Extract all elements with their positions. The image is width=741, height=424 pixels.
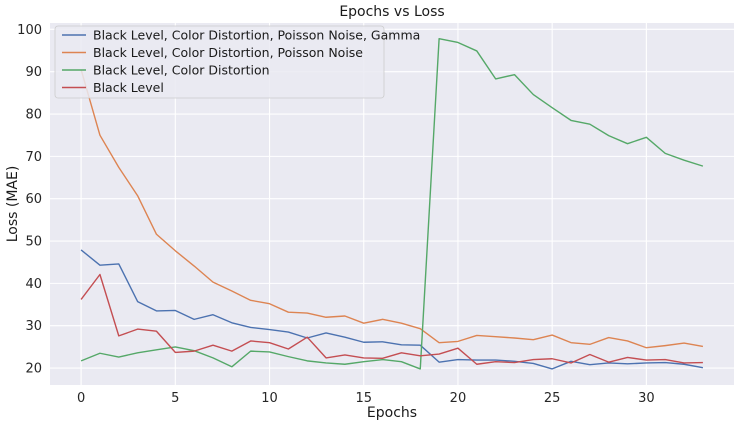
- y-axis-label: Loss (MAE): [5, 166, 21, 243]
- x-axis-label: Epochs: [367, 405, 417, 421]
- x-tick-label: 5: [171, 391, 179, 406]
- x-tick-label: 15: [355, 391, 372, 406]
- chart-title: Epochs vs Loss: [339, 4, 444, 20]
- y-tick-label: 100: [17, 23, 42, 38]
- x-tick-labels: 0 5 10 15 20 25 30: [77, 391, 655, 406]
- legend-label: Black Level: [93, 80, 164, 95]
- x-tick-label: 0: [77, 391, 85, 406]
- legend-label: Black Level, Color Distortion: [93, 63, 270, 78]
- y-tick-label: 40: [25, 277, 42, 292]
- x-tick-label: 30: [638, 391, 655, 406]
- y-tick-label: 90: [25, 65, 42, 80]
- series-layer: [80, 37, 704, 370]
- y-tick-label: 80: [25, 108, 42, 123]
- y-tick-labels: 20 30 40 50 60 70 80 90 100: [17, 23, 42, 377]
- series-line-1: [80, 249, 704, 370]
- legend-box: [54, 25, 385, 99]
- y-tick-label: 60: [25, 192, 42, 207]
- series-line-3: [80, 37, 704, 370]
- legend-label: Black Level, Color Distortion, Poisson N…: [93, 45, 363, 60]
- x-tick-label: 10: [261, 391, 278, 406]
- y-tick-label: 30: [25, 319, 42, 334]
- series-line-2: [80, 69, 704, 349]
- y-tick-label: 20: [25, 362, 42, 377]
- legend-label: Black Level, Color Distortion, Poisson N…: [93, 28, 420, 43]
- x-tick-label: 20: [450, 391, 467, 406]
- y-tick-label: 50: [25, 235, 42, 250]
- x-tick-label: 25: [544, 391, 561, 406]
- legend: Black Level, Color Distortion, Poisson N…: [54, 25, 420, 99]
- series-line-4: [80, 273, 703, 365]
- y-tick-label: 70: [25, 150, 42, 165]
